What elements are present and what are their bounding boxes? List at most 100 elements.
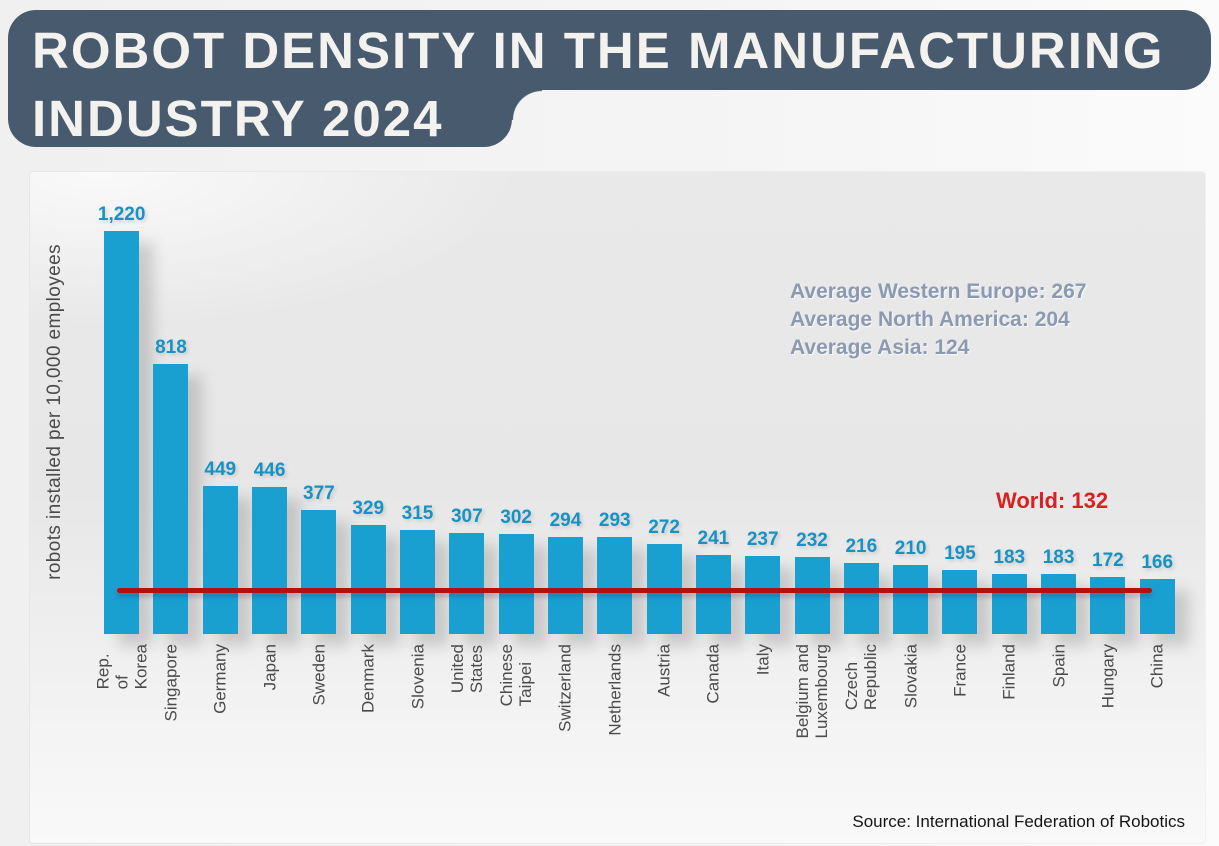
bar-value-label: 183 <box>993 546 1026 568</box>
bar <box>991 573 1027 634</box>
bar-value-label: 166 <box>1141 552 1174 574</box>
bar-value-label: 241 <box>697 527 730 549</box>
title-line-2: INDUSTRY 2024 <box>32 90 444 147</box>
bar-value-label: 315 <box>401 503 434 524</box>
x-axis-label: Finland <box>999 644 1019 700</box>
bar-group: 272 Austria <box>639 172 688 697</box>
bar-value-label: 232 <box>796 530 828 552</box>
x-axis-label: Japan <box>260 644 280 691</box>
bar <box>942 569 978 634</box>
bar <box>745 555 781 634</box>
bar <box>104 231 140 634</box>
bar-value-label: 446 <box>253 459 286 481</box>
bar <box>1041 573 1077 634</box>
bar-group: 446 Japan <box>245 172 294 690</box>
x-axis-label: Denmark <box>358 644 378 713</box>
x-axis-label: Chinese Taipei <box>497 644 536 707</box>
bar-group: 232 Belgium and Luxembourg <box>787 172 836 738</box>
source-note: Source: International Federation of Robo… <box>852 812 1185 831</box>
bar <box>400 530 436 634</box>
bar-group: 183 Spain <box>1034 172 1083 687</box>
bar-value-label: 302 <box>500 507 532 529</box>
bar-value-label: 237 <box>746 528 779 550</box>
title-line-1: ROBOT DENSITY IN THE MANUFACTURING <box>32 21 1165 79</box>
bar-group: 302 Chinese Taipei <box>492 172 541 706</box>
chart-panel: robots installed per 10,000 employees 1,… <box>30 172 1205 843</box>
bar-value-label: 377 <box>303 482 335 504</box>
bar <box>153 364 189 634</box>
world-line-label: World: 132 <box>996 488 1109 513</box>
bar-group: 307 United States <box>442 172 491 693</box>
bar-group: 210 Slovakia <box>886 172 935 708</box>
bar-group: 172 Hungary <box>1083 172 1132 708</box>
x-axis-label: Belgium and Luxembourg <box>793 643 832 739</box>
bar-group: 216 Czech Republic <box>837 172 886 710</box>
x-axis-label: United States <box>447 644 486 694</box>
bar-group: 449 Germany <box>196 172 245 714</box>
x-axis-label: Rep. of Korea <box>93 643 151 690</box>
bar-group: 1,220 Rep. of Korea <box>93 172 150 689</box>
bar-value-label: 216 <box>845 535 878 557</box>
bar-group: 818 Singapore <box>146 172 195 722</box>
bar <box>301 509 337 634</box>
bar-value-label: 195 <box>944 542 976 564</box>
bar <box>695 554 731 634</box>
x-axis-label: Hungary <box>1098 644 1118 709</box>
x-axis-label: Spain <box>1049 644 1069 688</box>
x-axis-label: Italy <box>753 644 773 676</box>
bar-value-label: 210 <box>894 537 927 559</box>
bar <box>597 537 633 634</box>
bar <box>252 486 288 634</box>
bar <box>547 537 583 634</box>
bar-group: 183 Finland <box>985 172 1034 700</box>
y-axis-label: robots installed per 10,000 employees <box>44 244 65 580</box>
average-western-europe: Average Western Europe: 267 <box>790 280 1087 303</box>
plot-area: 1,220 Rep. of Korea 818 Singapore 449 Germany… <box>93 172 1182 739</box>
bar-value-label: 449 <box>204 458 237 480</box>
x-axis-label: Czech Republic <box>842 643 881 711</box>
average-asia: Average Asia: 124 <box>790 336 970 359</box>
bar-group: 237 Italy <box>738 172 787 675</box>
bar-group: 293 Netherlands <box>590 172 639 736</box>
x-axis-label: Slovakia <box>901 644 921 709</box>
x-axis-label: Sweden <box>309 644 329 706</box>
regional-averages: Average Western Europe: 267 Average Nort… <box>790 278 1086 362</box>
bar-value-label: 183 <box>1042 546 1075 568</box>
bar <box>1090 577 1126 634</box>
bar <box>893 564 929 634</box>
bar <box>794 557 830 634</box>
x-axis-label: Canada <box>703 644 723 704</box>
bar <box>498 534 534 634</box>
bar-group: 329 Denmark <box>344 172 393 713</box>
bar <box>843 562 879 634</box>
bar-value-label: 172 <box>1092 550 1124 572</box>
bar-value-label: 818 <box>155 337 187 359</box>
banner-corner-curve <box>512 90 542 120</box>
world-reference-line <box>117 587 1152 593</box>
x-axis-label: Switzerland <box>555 644 575 732</box>
title-banner-row2: INDUSTRY 2024 <box>8 90 512 147</box>
x-axis-label: China <box>1147 644 1167 689</box>
bar-value-label: 1,220 <box>97 204 146 226</box>
bar-group: 294 Switzerland <box>541 172 590 732</box>
x-axis-label: Germany <box>210 644 230 714</box>
bar-group: 315 Slovenia <box>393 172 442 709</box>
bar-group: 166 China <box>1133 172 1182 688</box>
bar-group: 377 Sweden <box>294 172 343 705</box>
bar-value-label: 329 <box>352 498 385 520</box>
x-axis-label: Austria <box>654 644 674 697</box>
average-north-america: Average North America: 204 <box>790 308 1070 331</box>
bar-value-label: 307 <box>450 505 483 527</box>
bar-value-label: 294 <box>549 510 582 531</box>
bar-group: 195 France <box>935 172 984 697</box>
bar-value-label: 293 <box>598 510 631 532</box>
x-axis-label: Slovenia <box>408 644 428 710</box>
bar <box>202 485 238 634</box>
bar <box>449 532 485 634</box>
x-axis-label: Netherlands <box>605 644 625 736</box>
x-axis-label: France <box>950 644 970 697</box>
bar <box>350 525 386 634</box>
title-banner-row1: ROBOT DENSITY IN THE MANUFACTURING <box>8 10 1211 90</box>
x-axis-label: Singapore <box>161 644 181 722</box>
